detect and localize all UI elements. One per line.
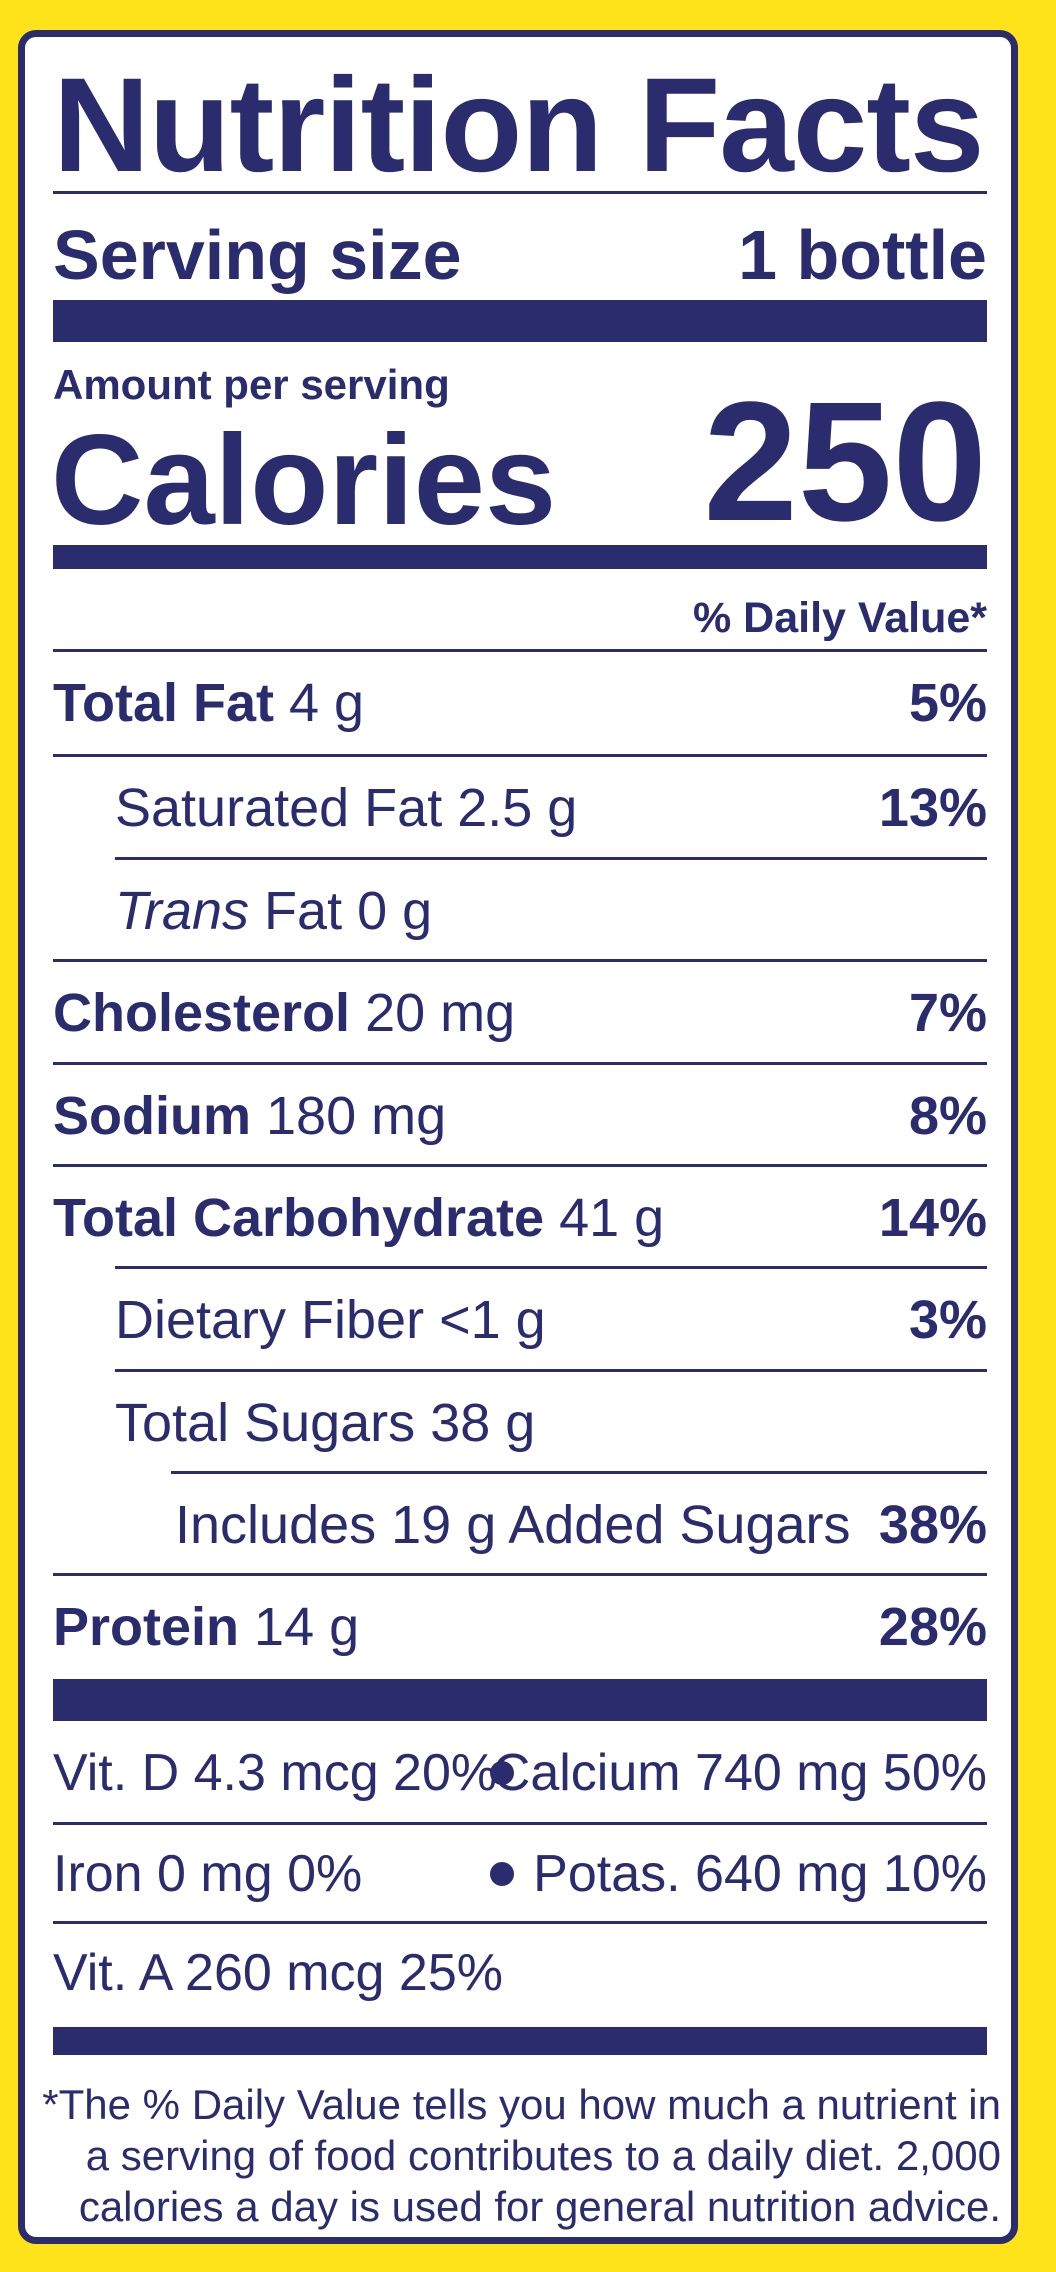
vitamin-right: Potas. 640 mg 10% <box>533 1845 987 1903</box>
nutrient-label: Saturated Fat 2.5 g <box>115 778 578 838</box>
row-divider <box>53 1062 987 1065</box>
vitamin-row: Vit. A 260 mcg 25% <box>53 1924 987 2022</box>
nutrient-dv: 5% <box>908 673 987 733</box>
nutrient-label: Total Sugars 38 g <box>115 1393 536 1453</box>
vitamin-left: Iron 0 mg 0% <box>53 1845 363 1903</box>
footnote-line: calories a day is used for general nutri… <box>78 2183 1001 2230</box>
row-divider <box>53 1164 987 1167</box>
nutrient-row-sodium: Sodium 180 mg 8% <box>53 1065 987 1167</box>
nutrient-label: Sodium 180 mg <box>53 1086 447 1146</box>
calories-label: Calories <box>51 409 557 552</box>
title-divider <box>53 191 987 194</box>
bullet-icon <box>490 1862 514 1886</box>
thick-divider-footnote <box>53 2027 987 2055</box>
nutrient-row-total-sugars: Total Sugars 38 g <box>53 1372 987 1474</box>
nutrient-label: Total Carbohydrate 41 g <box>53 1188 665 1248</box>
row-divider <box>115 857 987 860</box>
row-divider <box>115 1369 987 1372</box>
nutrient-row-cholesterol: Cholesterol 20 mg 7% <box>53 962 987 1064</box>
thick-divider-calories <box>53 545 987 569</box>
serving-size-label: Serving size <box>53 216 462 294</box>
serving-size-value: 1 bottle <box>738 216 987 294</box>
nutrient-row-added-sugars: Includes 19 g Added Sugars 38% <box>53 1474 987 1576</box>
footnote-line: *The % Daily Value tells you how much a … <box>42 2081 1001 2128</box>
nutrient-label: Protein 14 g <box>53 1597 360 1657</box>
row-divider <box>53 1573 987 1576</box>
row-divider <box>171 1471 987 1474</box>
nutrient-label: Includes 19 g Added Sugars <box>175 1495 851 1555</box>
nutrient-dv: 13% <box>878 778 987 838</box>
row-divider <box>53 1822 987 1825</box>
calories-value: 250 <box>703 367 987 557</box>
nutrient-dv: 3% <box>908 1290 987 1350</box>
nutrient-dv: 28% <box>878 1597 987 1657</box>
row-divider <box>115 1266 987 1269</box>
nutrient-label: Cholesterol 20 mg <box>53 983 516 1043</box>
amount-per-serving-label: Amount per serving <box>53 361 450 408</box>
nutrient-label: Total Fat 4 g <box>53 673 365 733</box>
nutrient-row-saturated-fat: Saturated Fat 2.5 g 13% <box>53 757 987 859</box>
vitamin-right: Calcium 740 mg 50% <box>492 1744 987 1802</box>
nutrition-facts-panel: Nutrition Facts Serving size 1 bottle Am… <box>18 30 1018 2244</box>
nutrient-dv: 38% <box>878 1495 987 1555</box>
bullet-icon <box>490 1761 514 1785</box>
daily-value-header: % Daily Value* <box>693 594 987 642</box>
footnote-line: a serving of food contributes to a daily… <box>85 2132 1001 2179</box>
nutrient-dv: 14% <box>878 1188 987 1248</box>
row-divider <box>53 1921 987 1924</box>
row-divider <box>53 754 987 757</box>
panel-title: Nutrition Facts <box>53 51 984 200</box>
row-divider <box>53 959 987 962</box>
vitamin-row: Vit. D 4.3 mcg 20% Calcium 740 mg 50% <box>53 1724 987 1822</box>
nutrient-row-total-carbohydrate: Total Carbohydrate 41 g 14% <box>53 1167 987 1269</box>
nutrient-row-dietary-fiber: Dietary Fiber <1 g 3% <box>53 1269 987 1371</box>
nutrient-label: Trans Fat 0 g <box>115 881 433 941</box>
nutrient-row-total-fat: Total Fat 4 g 5% <box>53 652 987 754</box>
nutrient-label: Dietary Fiber <1 g <box>115 1290 546 1350</box>
thick-divider-top <box>53 300 987 342</box>
vitamin-left: Vit. A 260 mcg 25% <box>53 1944 503 2002</box>
nutrient-dv: 8% <box>908 1086 987 1146</box>
vitamin-row: Iron 0 mg 0% Potas. 640 mg 10% <box>53 1825 987 1923</box>
row-divider <box>53 649 987 652</box>
footnote: *The % Daily Value tells you how much a … <box>35 2079 1001 2232</box>
nutrient-row-protein: Protein 14 g 28% <box>53 1576 987 1678</box>
thick-divider-vitamins <box>53 1679 987 1721</box>
nutrient-dv: 7% <box>908 983 987 1043</box>
nutrient-row-trans-fat: Trans Fat 0 g <box>53 860 987 962</box>
vitamin-left: Vit. D 4.3 mcg 20% <box>53 1744 498 1802</box>
